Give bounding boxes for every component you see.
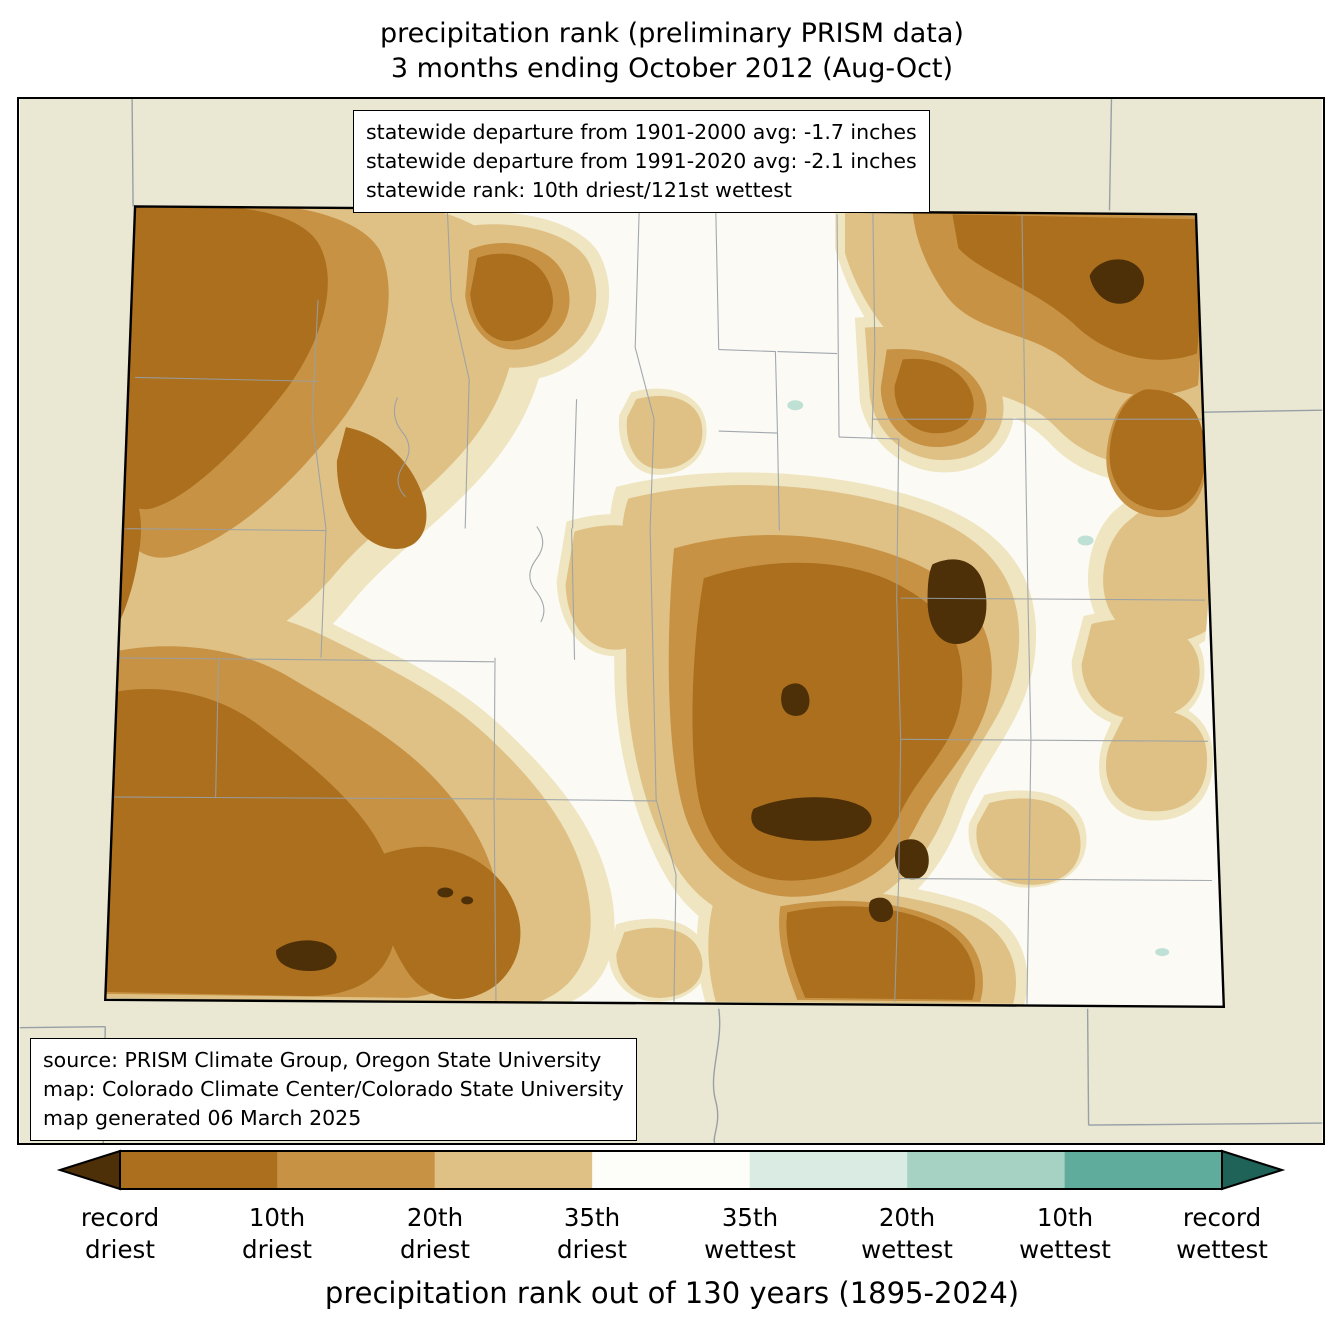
colorbar-label-35th-driest: 35th driest [557, 1203, 627, 1264]
title-line-2: 3 months ending October 2012 (Aug-Oct) [390, 53, 954, 85]
colorbar-label-35th-wettest: 35th wettest [704, 1203, 796, 1264]
title-line-1: precipitation rank (preliminary PRISM da… [380, 18, 964, 49]
colorbar-label-20th-wettest: 20th wettest [861, 1203, 953, 1264]
colorbar-segment [277, 1151, 435, 1189]
statewide-stats-box: statewide departure from 1901-2000 avg: … [353, 110, 930, 214]
colorbar-label-10th-driest: 10th driest [242, 1203, 312, 1264]
source-line-3: map generated 06 March 2025 [43, 1106, 362, 1131]
colorbar-label-20th-driest: 20th driest [400, 1203, 470, 1264]
colorbar [56, 1149, 1286, 1191]
colorbar-segment [120, 1151, 278, 1189]
colorbar-segment [434, 1151, 593, 1189]
source-line-2: map: Colorado Climate Center/Colorado St… [43, 1077, 624, 1102]
page-title: precipitation rank (preliminary PRISM da… [0, 16, 1344, 86]
stats-line-3: statewide rank: 10th driest/121st wettes… [366, 178, 792, 203]
colorbar-segment [592, 1151, 750, 1189]
source-line-1: source: PRISM Climate Group, Oregon Stat… [43, 1048, 602, 1072]
colorbar-label-10th-wettest: 10th wettest [1019, 1203, 1111, 1264]
map-frame [17, 97, 1325, 1145]
rank-fill-blobs [105, 206, 1213, 1007]
colorbar-segment [749, 1151, 908, 1189]
county-lines [105, 208, 1212, 1004]
stats-line-1: statewide departure from 1901-2000 avg: … [366, 120, 917, 144]
source-attribution-box: source: PRISM Climate Group, Oregon Stat… [30, 1038, 637, 1142]
colorbar-segment [1064, 1151, 1222, 1189]
colorbar-label-record-wettest: record wettest [1176, 1203, 1268, 1264]
colorado-precipitation-map [19, 99, 1323, 1143]
colorbar-arrow-left [56, 1149, 121, 1191]
colorbar-arrow-right [1221, 1149, 1286, 1191]
colorbar-segment [907, 1151, 1065, 1189]
colorbar-label-record-driest: record driest [80, 1203, 160, 1264]
stats-line-2: statewide departure from 1991-2020 avg: … [366, 149, 917, 174]
colorbar-caption: precipitation rank out of 130 years (189… [324, 1276, 1020, 1310]
